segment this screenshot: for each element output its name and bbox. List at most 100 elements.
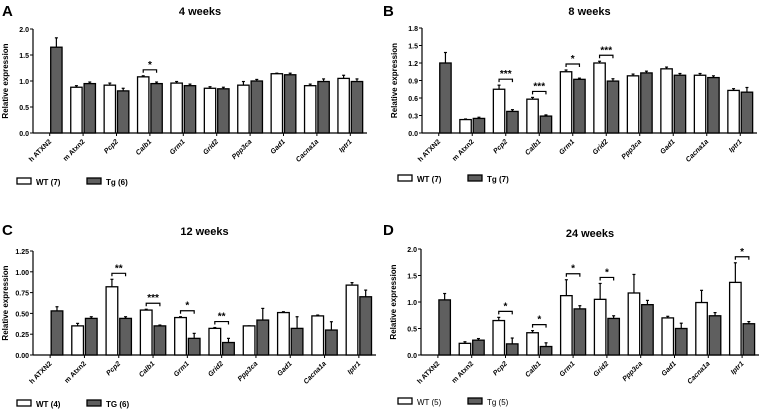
panel-b-chart: B 8 weeks Relative expression 0.0 0.3 0.6 0.9 1… <box>383 3 757 184</box>
significance-stars: ** <box>218 312 226 323</box>
x-tick-label: Gad1 <box>270 138 287 155</box>
bar-tg <box>116 90 130 134</box>
x-tick-label: Gad1 <box>276 360 293 377</box>
y-tick-label: 1.8 <box>408 26 418 33</box>
y-tick-label: 1.0 <box>19 79 29 86</box>
y-tick-label: 1.2 <box>408 61 418 68</box>
bar-tg <box>606 80 620 134</box>
panel-a-chart: A 4 weeks Relative expression 0.0 0.5 1.0 1.5 2… <box>1 3 367 187</box>
y-tick-label: 1.25 <box>15 249 29 256</box>
y-tick-label: 0.0 <box>407 353 417 360</box>
significance-stars: *** <box>500 69 512 80</box>
x-tick-label: Iptr1 <box>338 138 354 154</box>
x-tick-label: m Atxn2 <box>451 360 475 384</box>
bar-wt <box>270 73 284 134</box>
bar-wt <box>727 89 740 134</box>
bar-tg <box>150 82 163 134</box>
significance-bracket <box>565 63 581 67</box>
bar-tg <box>250 80 264 134</box>
legend-label: TG (6) <box>106 400 129 409</box>
legend-swatch-wt <box>397 174 413 182</box>
bar-tg <box>539 115 553 134</box>
y-tick-label: 0.75 <box>15 291 29 298</box>
x-tick-label: Grm1 <box>558 138 576 156</box>
x-tick-label: Gad1 <box>661 360 678 377</box>
significance-stars: *** <box>147 293 159 304</box>
bar-tg <box>187 337 201 356</box>
legend-label: WT (5) <box>417 398 442 407</box>
bar-wt <box>526 98 539 134</box>
y-tick-label: 0.25 <box>15 332 29 339</box>
x-tick-label: Calb1 <box>135 138 154 157</box>
panel-letter: D <box>383 222 394 239</box>
x-tick-label: Grm1 <box>173 360 191 378</box>
significance-stars: * <box>537 315 541 326</box>
significance-bracket <box>734 256 750 260</box>
legend-swatch-tg <box>467 397 483 405</box>
panel-a: A 4 weeks Relative expression 0.0 0.5 1.0 1.5 2… <box>0 0 381 206</box>
panel-d-chart: D 24 weeks Relative expression 0.0 0.5 1.0 1.5… <box>383 222 759 407</box>
y-tick-label: 0.9 <box>408 79 418 86</box>
panel-c: C 12 weeks Relative expression 0.00 0.25 0.50… <box>0 205 381 411</box>
x-tick-label: Iptr1 <box>347 360 363 376</box>
bar-wt <box>626 75 640 134</box>
bar-wt <box>345 284 359 356</box>
bar-tg <box>119 317 133 356</box>
bar-tg <box>438 299 452 356</box>
x-tick-label: Gad1 <box>659 138 676 155</box>
significance-stars: * <box>571 54 575 65</box>
bar-tg <box>673 74 687 134</box>
bar-tg <box>674 327 688 356</box>
y-tick-label: 2.0 <box>19 27 29 34</box>
bar-wt <box>103 84 117 134</box>
bar-wt <box>559 294 573 356</box>
bar-tg <box>641 304 654 356</box>
x-tick-label: Cacna1a <box>686 360 711 385</box>
bar-tg <box>84 317 98 356</box>
x-tick-label: Ppp3ca <box>237 360 260 383</box>
y-axis-label: Relative expression <box>390 43 399 118</box>
x-tick-label: h ATXN2 <box>29 360 54 385</box>
bar-tg <box>221 341 235 356</box>
legend-label: Tg (7) <box>487 175 509 184</box>
x-tick-label: Pcp2 <box>492 138 509 155</box>
panel-letter: C <box>2 222 13 239</box>
significance-stars: ** <box>115 263 123 274</box>
x-tick-label: Grid2 <box>592 360 610 378</box>
y-tick-label: 0.5 <box>19 105 29 112</box>
bar-tg <box>506 110 519 134</box>
bar-wt <box>559 71 573 134</box>
bar-wt <box>70 86 83 134</box>
y-tick-label: 1.5 <box>19 53 29 60</box>
bar-wt <box>237 84 250 134</box>
x-tick-label: h ATXN2 <box>417 138 442 163</box>
bar-wt <box>276 311 290 356</box>
x-tick-label: Pcp2 <box>103 138 120 155</box>
legend-label: WT (4) <box>36 400 61 409</box>
significance-bracket <box>214 320 230 325</box>
x-tick-label: Ppp3ca <box>621 138 644 161</box>
significance-stars: * <box>148 60 152 71</box>
legend-label: Tg (5) <box>487 398 509 407</box>
chart-title: 12 weeks <box>180 226 228 238</box>
y-tick-label: 0.50 <box>15 311 29 318</box>
y-tick-label: 0.0 <box>408 131 418 138</box>
bar-wt <box>174 316 188 356</box>
bar-wt <box>526 332 539 356</box>
legend-swatch-wt <box>16 177 32 185</box>
significance-stars: * <box>185 301 189 312</box>
significance-stars: * <box>571 264 575 275</box>
panel-c-chart: C 12 weeks Relative expression 0.00 0.25 0.50… <box>1 222 376 409</box>
bar-tg <box>50 310 64 356</box>
chart-title: 4 weeks <box>179 6 221 18</box>
legend-label: WT (7) <box>36 178 61 187</box>
x-tick-label: Grid2 <box>592 138 610 156</box>
panel-letter: A <box>2 3 13 20</box>
y-tick-label: 0.3 <box>408 114 418 121</box>
bar-tg <box>707 76 720 134</box>
significance-bracket <box>498 310 513 315</box>
bar-wt <box>71 325 85 356</box>
y-tick-label: 0.00 <box>15 353 29 360</box>
x-tick-label: Calb1 <box>138 360 157 379</box>
